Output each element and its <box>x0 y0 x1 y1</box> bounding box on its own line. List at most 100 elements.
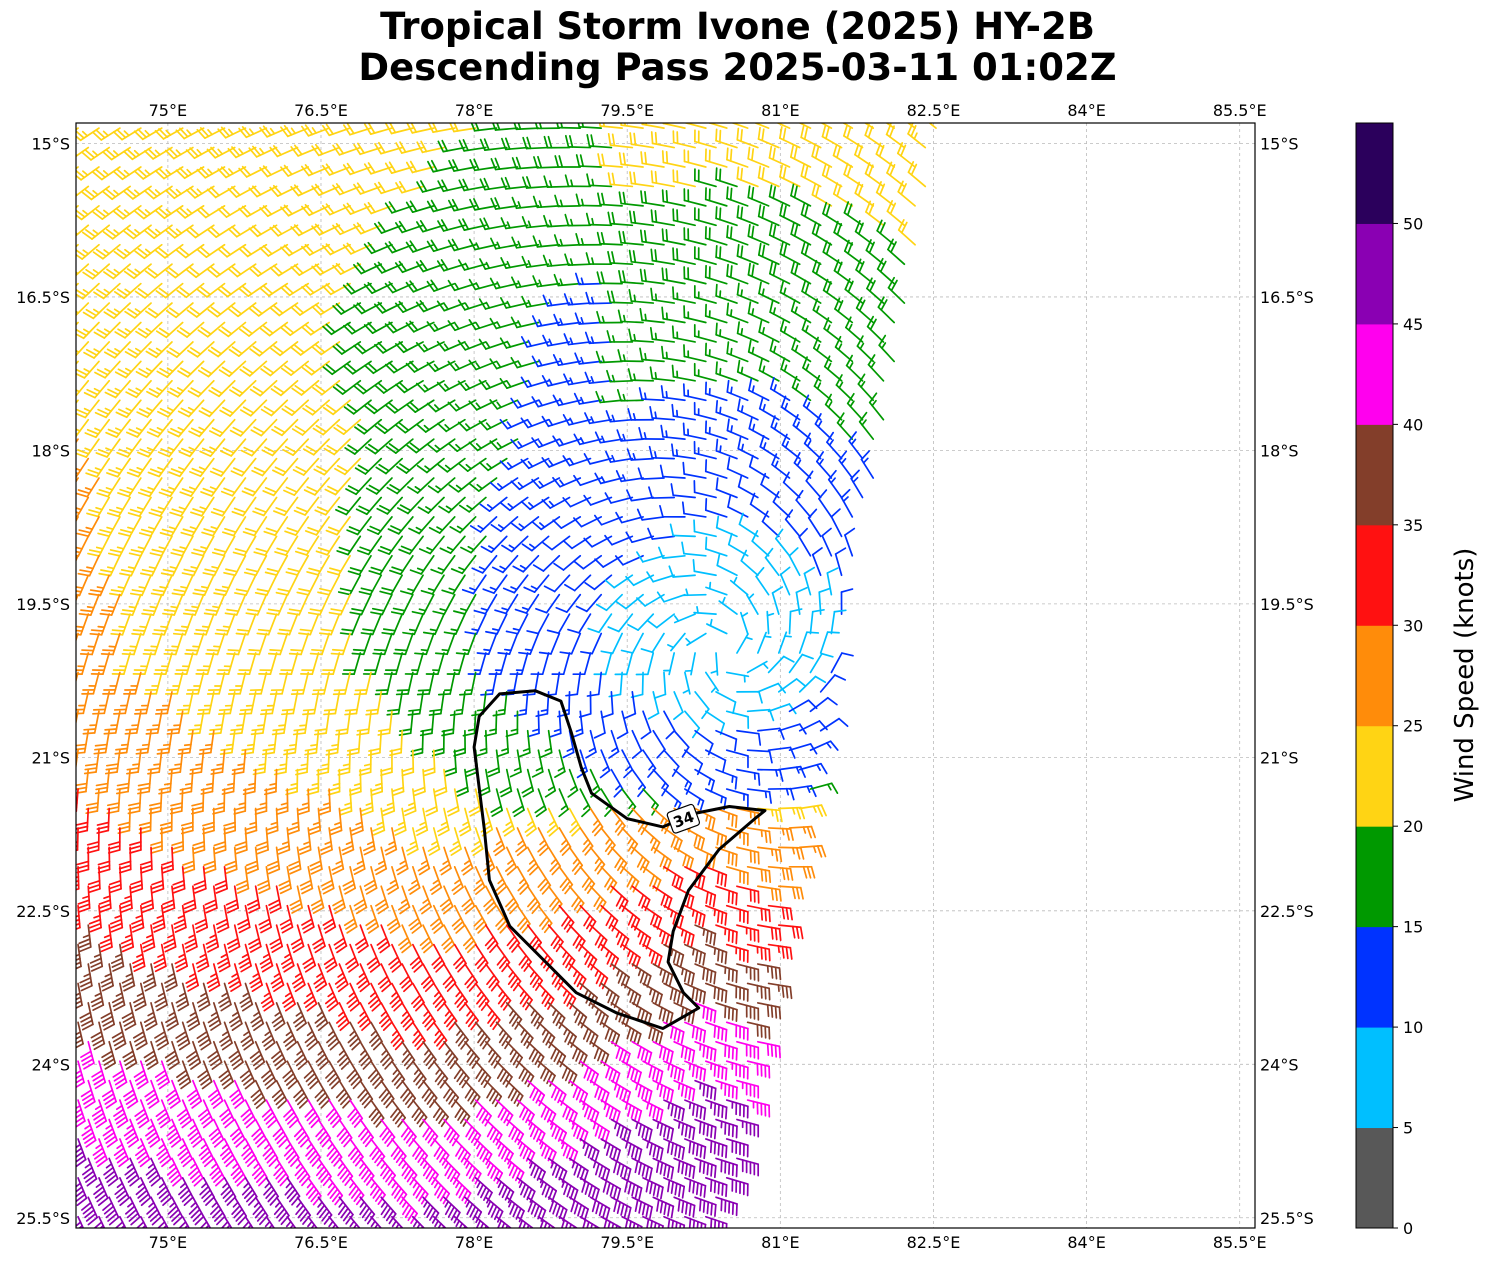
wind-barb <box>217 691 236 715</box>
wind-barb <box>610 1079 632 1104</box>
wind-barb <box>746 1021 771 1040</box>
wind-barb <box>339 788 353 816</box>
wind-barb <box>317 574 341 596</box>
wind-barb <box>474 943 489 973</box>
wind-barb <box>736 282 759 304</box>
wind-barb <box>618 230 644 246</box>
wind-barb <box>355 496 383 516</box>
wind-barb <box>76 1215 85 1228</box>
wind-barb <box>321 203 351 216</box>
wind-barb <box>311 302 341 316</box>
wind-barb <box>229 1118 246 1148</box>
wind-barb <box>298 827 312 855</box>
wind-barb <box>281 691 299 716</box>
wind-barb <box>430 904 444 934</box>
wind-barb <box>597 153 623 168</box>
wind-barb <box>704 420 728 441</box>
wind-barb <box>558 865 574 895</box>
wind-barb <box>556 123 582 129</box>
wind-barb <box>432 1215 447 1228</box>
wind-barb <box>265 807 279 835</box>
wind-barb <box>458 457 487 472</box>
wind-barb <box>813 374 833 402</box>
wind-barb <box>459 671 477 696</box>
wind-barb <box>196 982 211 1012</box>
wind-barb <box>693 480 717 499</box>
wind-barb <box>636 551 665 563</box>
wind-barb <box>715 963 738 984</box>
wind-barb <box>597 192 623 207</box>
wind-barb <box>249 341 278 357</box>
wind-barb <box>811 182 833 207</box>
wind-barb <box>259 165 289 178</box>
wind-barb <box>513 123 540 131</box>
wind-barb <box>621 904 641 931</box>
wind-barb <box>897 180 916 207</box>
wind-barb <box>145 1157 162 1187</box>
wind-barb <box>694 924 717 946</box>
wind-barb <box>226 632 247 656</box>
wind-barb <box>86 496 111 518</box>
wind-barb <box>652 1118 674 1142</box>
wind-barb <box>121 1002 137 1031</box>
wind-barb <box>342 282 372 295</box>
wind-barb <box>492 691 508 717</box>
wind-barb <box>251 457 278 477</box>
wind-barb <box>527 710 540 738</box>
wind-barb <box>725 710 750 729</box>
wind-barb <box>747 146 770 168</box>
wind-barb <box>574 272 603 286</box>
wind-barb <box>768 145 791 168</box>
wind-barb <box>600 827 616 856</box>
wind-barb <box>80 1079 96 1109</box>
wind-barb <box>271 1079 288 1109</box>
wind-barb <box>746 904 771 923</box>
wind-barb <box>258 652 278 675</box>
wind-barb <box>432 982 447 1012</box>
wind-barb <box>362 827 376 856</box>
wind-barb <box>832 182 854 207</box>
wind-barb <box>277 827 291 855</box>
wind-barb <box>124 302 152 319</box>
wind-barb <box>505 1118 525 1146</box>
wind-barb <box>627 368 655 382</box>
wind-barb <box>715 807 738 829</box>
wind-barb <box>606 290 634 304</box>
wind-barb <box>468 788 482 817</box>
wind-barb <box>206 963 221 992</box>
wind-barb <box>652 1196 675 1219</box>
wind-barb <box>393 807 407 836</box>
wind-barb <box>417 496 445 514</box>
wind-barb <box>103 341 131 359</box>
wind-barb <box>418 535 445 555</box>
wind-barb <box>667 632 686 652</box>
wind-barb <box>175 166 205 180</box>
wind-barb <box>374 341 403 354</box>
wind-barb <box>642 749 657 778</box>
wind-barb <box>426 360 456 373</box>
wind-barb <box>126 749 142 775</box>
wind-barb <box>229 1002 243 1031</box>
wind-barb <box>197 360 226 378</box>
wind-barb <box>826 431 843 460</box>
wind-barb <box>505 963 522 992</box>
wind-barb <box>736 1157 760 1177</box>
wind-barb <box>364 438 393 455</box>
wind-barb <box>159 516 184 537</box>
wind-barb <box>642 827 661 854</box>
wind-barb <box>579 1099 600 1125</box>
wind-barb <box>533 155 561 169</box>
wind-barb <box>166 1118 182 1148</box>
wind-barb <box>736 127 759 149</box>
wind-barb <box>669 523 696 538</box>
wind-barb <box>469 477 498 492</box>
wind-barb <box>135 360 163 379</box>
colorbar-tick-label: 35 <box>1403 516 1423 535</box>
wind-barb <box>311 223 341 236</box>
wind-barb <box>693 440 717 460</box>
wind-barb <box>171 574 194 597</box>
wind-barb <box>120 924 135 953</box>
wind-barb <box>337 574 362 596</box>
wind-barb <box>639 229 665 246</box>
wind-barb <box>563 333 592 346</box>
